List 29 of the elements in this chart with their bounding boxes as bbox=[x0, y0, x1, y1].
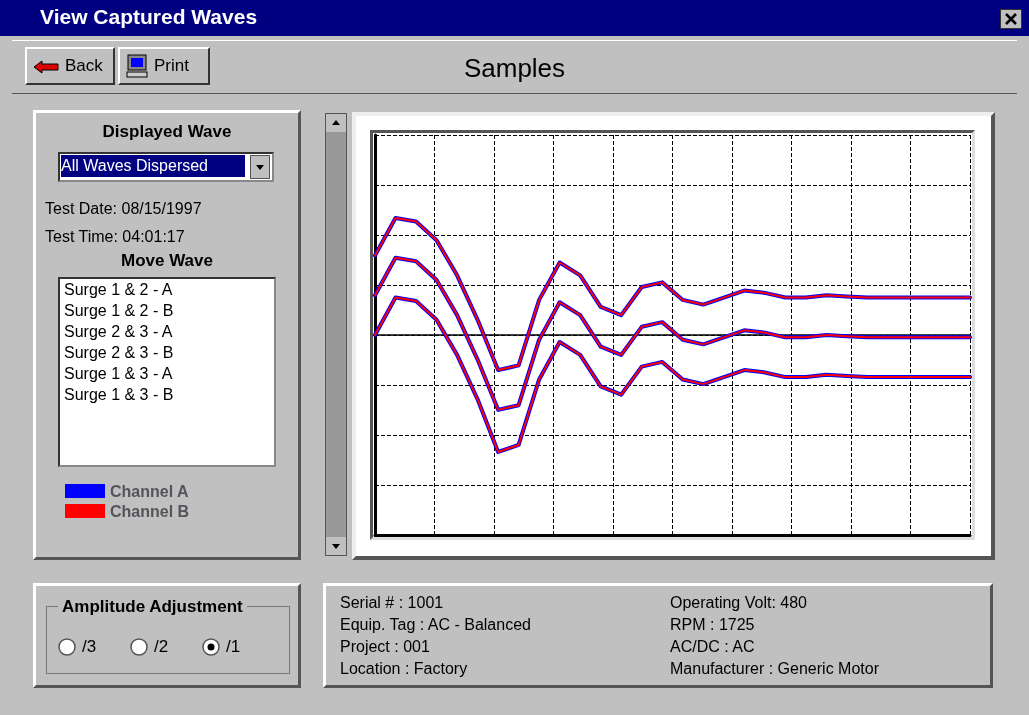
text: Manufacturer : Generic Motor bbox=[670, 660, 880, 678]
text: /1 bbox=[226, 637, 241, 657]
text: Surge 2 & 3 - B bbox=[64, 344, 174, 362]
text: Displayed Wave bbox=[101, 122, 233, 142]
text: Surge 1 & 2 - A bbox=[64, 281, 173, 299]
text: Amplitude Adjustment bbox=[58, 597, 247, 617]
text: Surge 1 & 2 - B bbox=[64, 302, 174, 320]
text: Surge 1 & 3 - A bbox=[64, 365, 173, 383]
legend-label: Channel A bbox=[110, 482, 189, 500]
text: Operating Volt: 480 bbox=[670, 594, 808, 612]
text: Location : Factory bbox=[340, 660, 469, 678]
text: Surge 2 & 3 - A bbox=[64, 323, 173, 341]
text: Print bbox=[154, 56, 189, 76]
text: /2 bbox=[154, 637, 169, 657]
text: AC/DC : AC bbox=[670, 638, 756, 656]
text: All Waves Dispersed bbox=[61, 155, 245, 177]
chart-title: Samples bbox=[463, 53, 566, 83]
text: Project : 001 bbox=[340, 638, 431, 656]
text: Equip. Tag : AC - Balanced bbox=[340, 616, 532, 634]
text: Serial # : 1001 bbox=[340, 594, 445, 612]
legend-label: Channel B bbox=[110, 502, 190, 520]
text: Move Wave bbox=[120, 251, 214, 271]
text: Surge 1 & 3 - B bbox=[64, 386, 174, 404]
text: Test Time: 04:01:17 bbox=[45, 228, 185, 246]
text: Test Date: 08/15/1997 bbox=[45, 200, 202, 218]
text: Back bbox=[65, 56, 103, 76]
text: RPM : 1725 bbox=[670, 616, 756, 634]
text: /3 bbox=[82, 637, 97, 657]
text: View Captured Waves bbox=[40, 5, 258, 29]
